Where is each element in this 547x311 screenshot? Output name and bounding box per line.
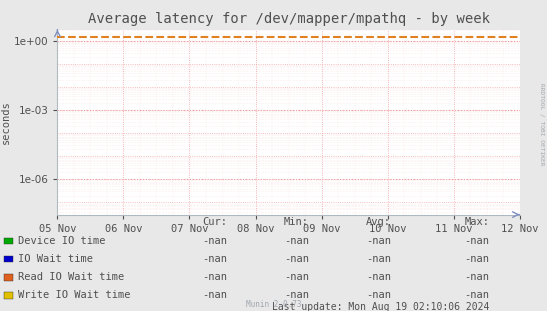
Text: Read IO Wait time: Read IO Wait time [18,272,124,282]
Text: Max:: Max: [464,217,490,227]
Text: -nan: -nan [284,290,309,300]
Text: -nan: -nan [464,254,490,264]
Text: -nan: -nan [284,236,309,246]
Text: -nan: -nan [366,272,391,282]
Text: -nan: -nan [202,254,227,264]
Text: -nan: -nan [366,290,391,300]
Text: -nan: -nan [202,236,227,246]
Title: Average latency for /dev/mapper/mpathq - by week: Average latency for /dev/mapper/mpathq -… [88,12,490,26]
Text: -nan: -nan [464,272,490,282]
Text: IO Wait time: IO Wait time [18,254,92,264]
Text: -nan: -nan [366,254,391,264]
Text: Device IO time: Device IO time [18,236,105,246]
Text: -nan: -nan [202,290,227,300]
Text: Last update: Mon Aug 19 02:10:06 2024: Last update: Mon Aug 19 02:10:06 2024 [272,302,490,311]
Text: -nan: -nan [202,272,227,282]
Text: -nan: -nan [284,272,309,282]
Text: -nan: -nan [284,254,309,264]
Text: Write IO Wait time: Write IO Wait time [18,290,130,300]
Text: -nan: -nan [366,236,391,246]
Text: -nan: -nan [464,290,490,300]
Text: Cur:: Cur: [202,217,227,227]
Text: Munin 2.0.73: Munin 2.0.73 [246,299,301,309]
Y-axis label: seconds: seconds [1,100,11,144]
Text: RRDTOOL / TOBI OETIKER: RRDTOOL / TOBI OETIKER [539,83,544,166]
Text: -nan: -nan [464,236,490,246]
Text: Min:: Min: [284,217,309,227]
Text: Avg:: Avg: [366,217,391,227]
